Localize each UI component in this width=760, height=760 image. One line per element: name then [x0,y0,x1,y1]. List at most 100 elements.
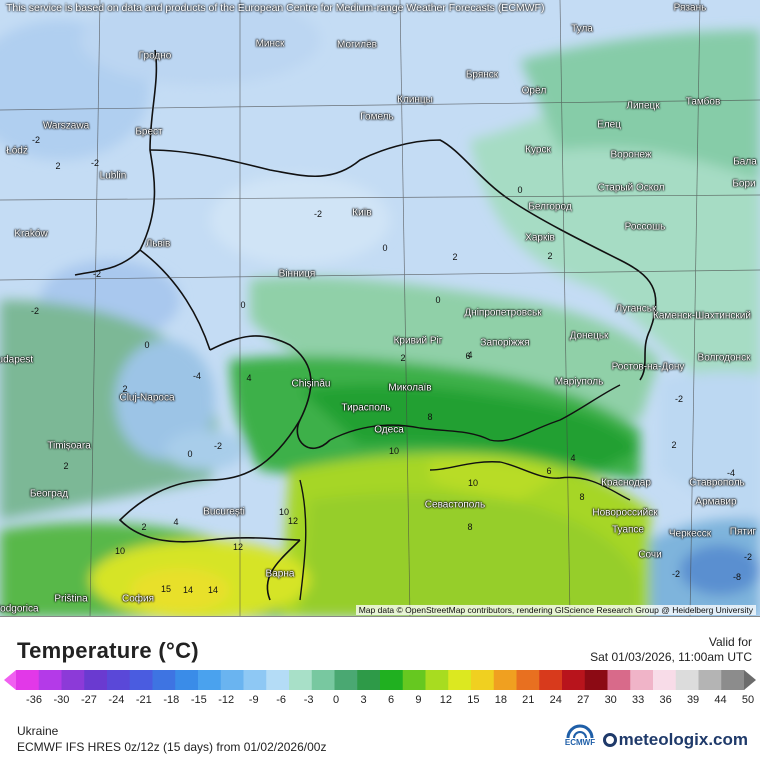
color-scale-swatch [175,670,199,690]
isoline-value: 2 [452,252,458,262]
color-scale-tick: -36 [26,694,42,706]
isoline-value: 0 [187,449,193,459]
isoline-value: -2 [743,552,753,562]
color-scale-tick: 39 [686,694,700,706]
color-scale-swatch [721,670,745,690]
isoline-value: -2 [92,269,102,279]
city-label: Миколаїв [388,382,432,394]
valid-time: Sat 01/03/2026, 11:00am UTC [590,650,752,664]
city-label: Budapest [0,354,34,366]
city-label: Podgorica [0,603,39,615]
color-scale-tick: -12 [218,694,235,706]
legend-panel: Temperature (°C) Valid for Sat 01/03/202… [0,618,760,760]
color-scale-swatch [266,670,290,690]
isoline-value: -2 [671,569,681,579]
city-label: Ростов-на-Дону [611,361,685,373]
color-scale-swatch [675,670,699,690]
city-label: Бала [733,156,757,168]
color-scale-swatch [562,670,586,690]
city-label: Priština [54,593,88,605]
color-scale-tick: -3 [303,694,314,706]
isoline-value: 0 [240,300,246,310]
color-scale-swatch [16,670,40,690]
color-scale-swatch [607,670,631,690]
color-scale-bar [4,670,756,690]
color-scale-tick: 27 [577,694,590,706]
city-label: Warszawa [42,120,90,132]
isoline-value: 2 [55,161,61,171]
map-attribution[interactable]: Map data © OpenStreetMap contributors, r… [355,605,756,615]
color-scale-swatch [539,670,563,690]
color-scale-tick: -9 [248,694,259,706]
color-scale-swatch [630,670,654,690]
temperature-map [0,0,760,616]
city-label: Черкесск [668,528,712,540]
city-label: Новороссийск [592,507,658,519]
color-scale-swatch [129,670,153,690]
city-label: Тула [571,23,593,35]
color-scale-tick: 36 [659,694,672,706]
city-label: Дніпропетровськ [464,307,542,319]
color-scale-swatch [334,670,358,690]
isoline-value: -8 [732,572,742,582]
map-area[interactable]: This service is based on data and produc… [0,0,760,617]
color-scale-tick: 24 [549,694,562,706]
city-label: Ставрополь [689,477,745,489]
city-label: Луганськ [615,303,657,315]
isoline-value: 12 [287,516,299,526]
color-scale-tick: 44 [714,694,727,706]
color-scale-tick: -18 [163,694,180,706]
color-scale-tick: -30 [53,694,70,706]
color-scale-tick: 18 [494,694,507,706]
color-scale-tick: -6 [276,694,287,706]
isoline-value: 10 [114,546,126,556]
color-scale-swatch [243,670,267,690]
city-label: Пятиг [729,526,757,538]
isoline-value: 2 [547,251,553,261]
isoline-value: 8 [579,492,585,502]
model-run-info: ECMWF IFS HRES 0z/12z (15 days) from 01/… [17,740,327,754]
isoline-value: 14 [182,585,194,595]
color-scale-tick: 15 [467,694,480,706]
region-name: Ukraine [17,724,59,738]
color-scale-swatch [653,670,677,690]
isoline-value: -2 [30,306,40,316]
isoline-value: 0 [517,185,523,195]
city-label: Київ [352,207,372,219]
color-scale-tick: 12 [439,694,453,706]
city-label: Волгодонск [697,352,751,364]
city-label: Кривий Ріг [393,335,443,347]
isoline-value: 2 [63,461,69,471]
isoline-value: 4 [467,350,473,360]
region-borders [0,0,760,616]
city-label: Бори [732,178,756,190]
city-label: Запоріжжя [480,337,530,349]
color-scale-tick: 33 [632,694,645,706]
city-label: Армавир [695,496,737,508]
city-label: Варна [265,568,295,580]
color-scale-min-arrow [4,670,16,690]
valid-for-label: Valid for [708,635,752,649]
city-label: Łódź [6,145,28,157]
coastlines [299,384,631,601]
city-label: Сочи [638,549,662,561]
isoline-value: 8 [427,412,433,422]
isoline-value: 12 [232,542,244,552]
city-label: Рязань [673,2,707,14]
meteologix-logo[interactable]: meteologix.com [602,730,748,750]
color-scale-swatch [425,670,449,690]
city-label: Timișoara [47,440,91,452]
isoline-value: 4 [570,453,576,463]
city-label: Београд [29,488,69,500]
city-label: Россошь [624,221,666,233]
isoline-value: 2 [141,522,147,532]
city-label: Курск [525,144,551,156]
isoline-value: 2 [122,384,128,394]
color-scale-tick: -24 [108,694,125,706]
isoline-value: -2 [674,394,684,404]
ecmwf-logo-text: ECMWF [564,738,596,747]
city-label: Гомель [360,111,394,123]
isoline-value: -2 [213,441,223,451]
color-scale-swatch [448,670,472,690]
color-scale-swatch [516,670,540,690]
